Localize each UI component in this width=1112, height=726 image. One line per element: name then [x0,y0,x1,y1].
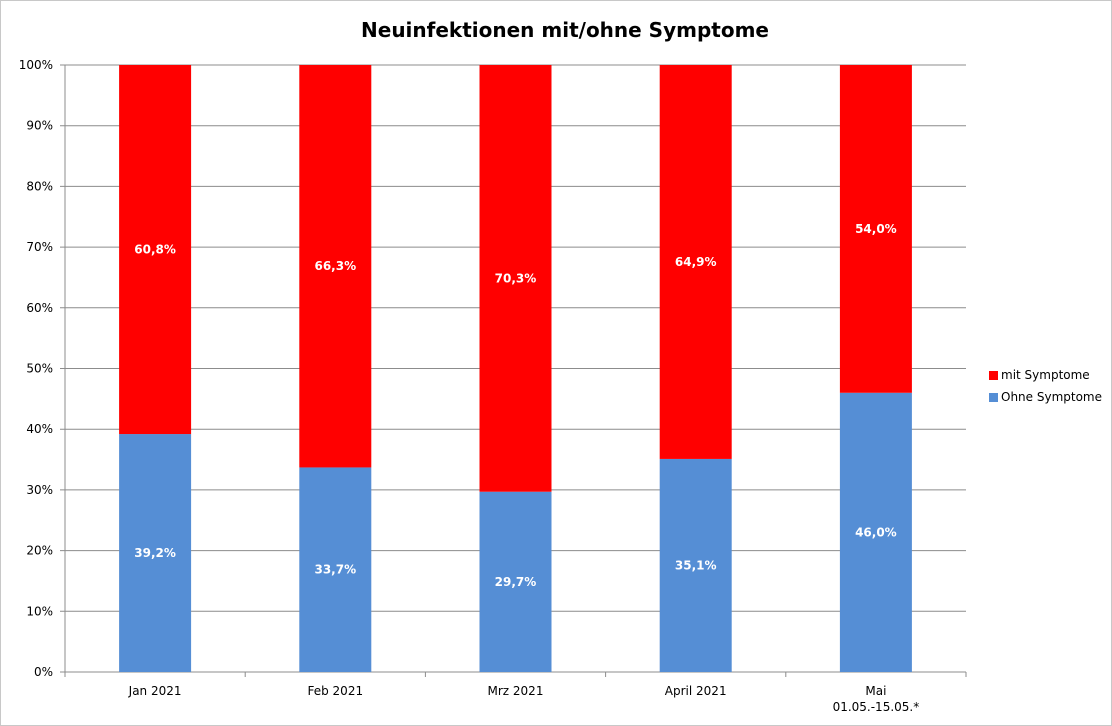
legend-label-ohne-symptome: Ohne Symptome [1001,390,1102,404]
bar-segment-ohne [119,434,192,672]
data-label: 33,7% [314,563,356,577]
legend-swatch-ohne-symptome [989,392,998,402]
y-tick-label: 60% [26,301,53,315]
legend-swatch-mit-symptome [989,370,998,380]
bar-segment-mit [659,65,732,459]
x-tick-label: Jan 2021 [128,684,182,698]
legend-item-mit-symptome: mit Symptome [989,366,1102,384]
x-tick-label: April 2021 [665,684,727,698]
data-label: 54,0% [855,222,897,236]
bar-segment-ohne [299,467,372,672]
y-tick-label: 90% [26,119,53,133]
data-label: 66,3% [314,259,356,273]
bar-segment-ohne [479,491,552,672]
y-tick-label: 10% [26,604,53,618]
bar-segment-mit [299,65,372,468]
bar-segment-mit [839,65,912,393]
bar-segment-mit [479,65,552,492]
data-label: 70,3% [495,271,537,285]
x-tick-label: Mrz 2021 [488,684,544,698]
bar-segment-ohne [659,458,732,672]
data-label: 39,2% [134,546,176,560]
data-label: 29,7% [495,575,537,589]
y-tick-label: 100% [19,58,53,72]
chart-title: Neuinfektionen mit/ohne Symptome [361,18,769,42]
y-tick-label: 40% [26,422,53,436]
y-tick-label: 20% [26,544,53,558]
data-label: 35,1% [675,558,717,572]
bar-segment-ohne [839,392,912,672]
y-tick-label: 80% [26,179,53,193]
bar-segment-mit [119,65,192,435]
y-tick-label: 70% [26,240,53,254]
data-label: 46,0% [855,525,897,539]
x-tick-label: 01.05.-15.05.* [833,700,920,714]
legend-label-mit-symptome: mit Symptome [1001,368,1090,382]
y-tick-label: 0% [34,665,53,679]
y-tick-label: 50% [26,362,53,376]
x-tick-label: Mai [865,684,886,698]
legend-item-ohne-symptome: Ohne Symptome [989,388,1102,406]
data-label: 64,9% [675,255,717,269]
legend: mit Symptome Ohne Symptome [989,366,1102,410]
data-label: 60,8% [134,243,176,257]
x-tick-label: Feb 2021 [307,684,363,698]
y-tick-label: 30% [26,483,53,497]
